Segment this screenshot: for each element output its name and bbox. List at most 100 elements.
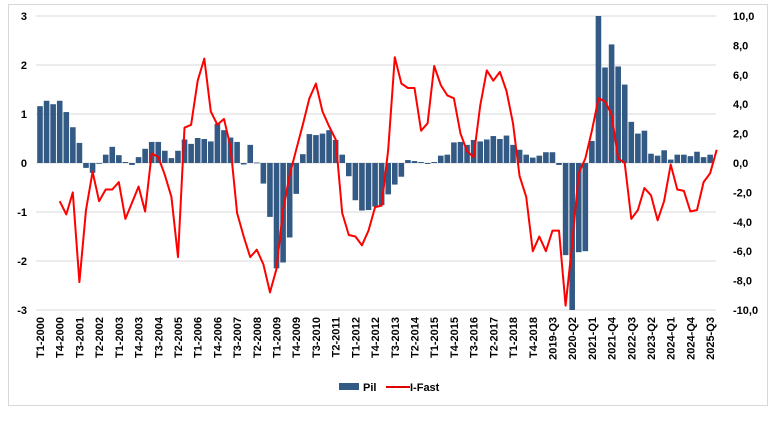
x-tick-label: 2020-Q2 [567,317,579,360]
right-tick-label: 4,0 [733,99,748,111]
x-tick-label: 2021-Q1 [587,317,599,360]
bar-pil [424,163,431,164]
bar-pil [621,84,628,163]
bar-pil [529,157,536,163]
bar-pil [700,157,707,163]
bar-pil [477,141,483,163]
bar-pil [37,106,43,163]
bar-pil [674,154,681,163]
right-tick-label: 8,0 [733,40,748,52]
left-tick-label: -3 [17,305,27,317]
bar-pil [129,163,135,165]
bar-pil [444,154,451,163]
bar-pil [247,144,254,163]
bar-pil [76,142,83,163]
right-tick-label: -10,0 [733,305,758,317]
x-tick-label: T4-2018 [528,317,540,358]
bar-pil [589,140,595,163]
x-tick-label: T3-2007 [232,317,244,358]
bar-pil [188,143,194,163]
bar-pil [116,155,122,163]
x-tick-label: T2-2014 [409,316,421,358]
left-tick-label: -2 [17,256,27,268]
bar-pil [201,138,208,163]
line-i-fast [58,56,718,307]
x-tick-label: 2022-Q3 [626,317,638,360]
bar-pil [391,163,398,185]
bar-pil [267,163,273,217]
x-tick-label: T1-2006 [193,317,205,358]
bar-pil [109,146,116,163]
bar-pil [681,154,687,163]
x-tick-label: T2-2008 [252,317,264,358]
bar-pil [135,157,142,163]
x-axis-ticks: T1-2000 T4-2000 T3-2001 T2-2002 T1-2003 T4-20… [35,316,717,360]
x-tick-label: T2-2011 [331,317,343,357]
bar-pil [102,154,109,163]
bar-pil [437,155,444,163]
right-tick-label: 0,0 [733,158,748,170]
x-tick-label: T1-2000 [35,317,47,358]
bar-pil [562,163,569,256]
left-tick-label: -1 [17,207,27,219]
x-tick-label: T1-2003 [114,317,126,358]
bar-pil [234,141,240,163]
bar-pil [273,163,280,269]
bar-pil [168,158,175,163]
bar-pil [50,104,56,163]
bar-pil [549,152,556,163]
x-tick-label: 2023-Q2 [646,317,658,360]
x-tick-label: T4-2000 [55,317,67,358]
bar-pil [615,66,621,163]
bar-pil [372,163,378,207]
bar-pil [543,152,549,163]
legend: Pil I-Fast [339,382,440,394]
x-tick-label: 2021-Q4 [607,316,619,360]
right-axis-ticks: 10,0 8,0 6,0 4,0 2,0 0,0 -2,0 -4,0 -6,0 -8,0 -10,0 [733,11,758,317]
bar-pil [510,144,516,163]
legend-label-i-fast: I-Fast [410,382,440,394]
bar-pil [365,163,372,211]
x-tick-label: T4-2012 [370,317,382,358]
bar-pil [490,136,497,163]
bar-pil [56,100,63,163]
bar-pil [142,148,148,163]
x-tick-label: T4-2009 [291,317,303,358]
x-tick-label: T1-2015 [429,317,441,358]
x-tick-label: 2025-Q3 [705,317,717,360]
bar-pil [378,163,385,206]
bar-pil [326,130,332,163]
bar-pil [405,160,411,163]
right-tick-label: 10,0 [733,11,754,23]
x-tick-label: 2024-Q1 [666,317,678,360]
bar-pil [293,163,300,194]
bar-pil [300,154,306,163]
bar-pil [89,163,96,173]
bar-pil [536,155,543,163]
bar-pil [345,163,352,177]
line-series-i-fast [58,56,718,307]
bar-series-pil [37,16,713,310]
bar-pil [208,141,214,163]
bar-pil [214,123,221,163]
x-tick-label: T4-2015 [449,317,461,358]
right-tick-label: -4,0 [733,217,752,229]
bar-pil [286,163,293,238]
bar-pil [359,163,365,211]
left-tick-label: 1 [21,109,27,121]
bar-pil [240,163,247,165]
bar-pil [398,163,405,177]
bar-pil [641,130,648,163]
left-tick-label: 3 [21,11,27,23]
right-tick-label: 2,0 [733,129,748,141]
x-tick-label: 2019-Q3 [547,317,559,360]
bar-pil [175,150,181,163]
x-tick-label: T4-2006 [212,317,224,358]
x-tick-label: T1-2012 [350,317,362,358]
bar-pil [595,16,602,163]
bar-pil [352,163,359,201]
bar-pil [385,163,392,195]
bar-pil [122,162,129,163]
bar-pil [63,112,70,163]
bar-pil [411,161,418,163]
